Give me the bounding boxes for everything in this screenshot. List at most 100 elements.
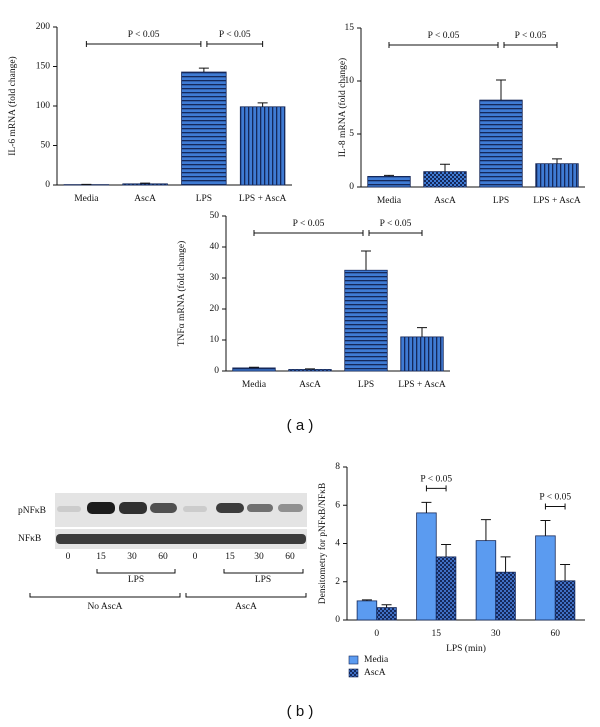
y-tick-label: 10 [210,335,220,345]
y-tick-label: 5 [349,129,354,139]
bar [495,571,516,621]
x-tick-label: AscA [434,196,456,206]
error-bar [552,158,562,164]
bar [535,163,579,188]
bar [356,600,378,621]
bar [423,171,467,188]
error-bar [440,163,450,172]
legend-label: AscA [364,668,386,678]
y-axis-label: IL-6 mRNA (fold change) [7,56,18,155]
group-label: No AscA [87,602,122,612]
panel-label: ( b ) [287,703,314,720]
bar [400,336,444,372]
significance-label: P < 0.05 [128,30,160,40]
y-tick-label: 0 [45,180,50,190]
error-bar [249,366,259,368]
error-bar [500,556,511,573]
band [216,503,244,513]
y-tick-label: 0 [214,366,219,376]
x-tick-label: 15 [432,629,442,639]
error-bar [361,250,371,271]
significance-bracket [544,503,566,510]
significance-label: P < 0.05 [293,219,325,229]
significance-label: P < 0.05 [539,493,571,503]
significance-bracket [425,485,447,492]
y-tick-label: 50 [210,211,220,221]
bar [435,556,457,621]
error-bar [198,67,209,73]
y-axis-label: TNFα mRNA (fold change) [176,241,187,347]
error-bar [540,520,551,536]
y-tick-label: 10 [345,76,355,86]
western-blot: pNFκB NFκB 0 15 30 60 0 15 30 60 LPS LPS… [18,493,307,612]
band [278,504,303,512]
y-tick-label: 40 [210,242,220,252]
error-bar [361,599,372,601]
y-axis-label: Densitometry for pNFκB/NFκB [317,483,328,604]
bar [376,607,397,621]
legend-label: Media [364,655,389,665]
x-tick-label: Media [242,380,267,390]
x-tick-label: LPS [196,194,212,204]
y-axis-label: IL-8 mRNA (fold change) [337,58,348,157]
lane-label: 30 [127,552,137,562]
band [87,502,115,514]
significance-label: P < 0.05 [219,30,251,40]
y-tick-label: 2 [335,577,340,587]
y-tick-label: 6 [335,500,340,510]
error-bar [480,519,491,541]
y-tick-label: 50 [41,141,51,151]
x-tick-label: 30 [491,629,501,639]
x-tick-label: LPS + AscA [533,196,581,206]
y-tick-label: 15 [345,23,355,33]
y-tick-label: 150 [36,62,51,72]
significance-bracket [206,41,264,47]
legend-swatch [348,668,359,678]
lane-label: 0 [193,552,198,562]
band [183,506,207,512]
treatment-label: LPS [128,575,144,585]
x-tick-label: AscA [134,194,156,204]
significance-label: P < 0.05 [428,31,460,41]
bar [367,175,411,188]
bar [344,269,388,372]
error-bar [257,102,268,107]
y-tick-label: 0 [349,182,354,192]
group-bracket [29,593,181,598]
error-bar [496,79,506,101]
bar [232,367,276,372]
y-tick-label: 8 [335,462,340,472]
bar [554,580,576,621]
band [247,504,273,512]
x-tick-label: LPS + AscA [239,194,287,204]
panel-label: ( a ) [287,417,314,434]
y-tick-label: 20 [210,304,220,314]
x-tick-label: LPS [493,196,509,206]
band [57,506,81,512]
bar [122,183,168,186]
y-tick-label: 30 [210,273,220,283]
significance-bracket [503,42,558,48]
x-tick-label: 0 [374,629,379,639]
y-tick-label: 0 [335,615,340,625]
error-bar [441,543,452,557]
error-bar [140,182,151,184]
axis-line [360,28,585,188]
blot-row-label: pNFκB [18,506,46,516]
significance-label: P < 0.05 [420,475,452,485]
bar [416,512,437,621]
lane-label: 15 [225,552,235,562]
band [119,502,147,514]
lane-label: 60 [158,552,168,562]
significance-bracket [253,230,364,236]
blot-row-label: NFκB [18,534,41,544]
significance-bracket [388,42,499,48]
significance-label: P < 0.05 [380,219,412,229]
group-bracket [185,593,307,598]
lane-label: 30 [254,552,264,562]
error-bar [417,327,427,337]
x-tick-label: 60 [551,629,561,639]
y-tick-label: 4 [335,539,340,549]
